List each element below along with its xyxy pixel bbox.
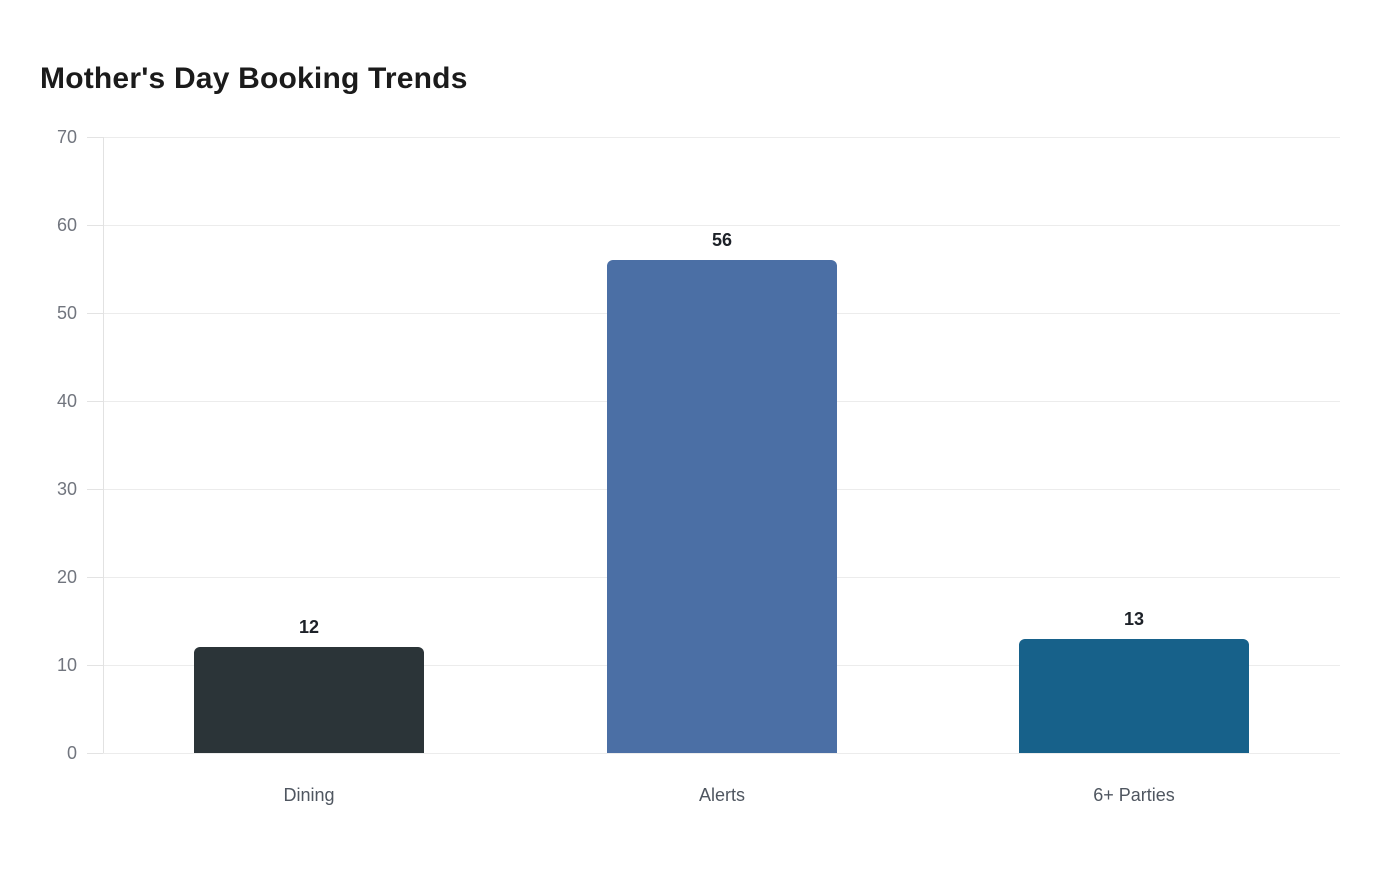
y-axis-tick — [87, 224, 103, 226]
y-axis-tick — [87, 400, 103, 402]
x-axis-label: 6+ Parties — [1093, 785, 1175, 805]
x-axis-label: Dining — [283, 785, 335, 805]
y-axis-label: 10 — [56, 655, 77, 675]
y-axis-tick — [87, 664, 103, 666]
bar-value-label: 56 — [711, 230, 733, 250]
y-axis-label: 30 — [56, 479, 77, 499]
bar-value-label: 12 — [298, 617, 320, 637]
x-axis-label: Alerts — [698, 785, 745, 805]
gridline — [103, 752, 1340, 754]
gridline — [103, 224, 1340, 226]
y-axis-tick — [87, 136, 103, 138]
bar-dining[interactable] — [194, 647, 424, 753]
y-axis-label: 60 — [56, 215, 77, 235]
y-axis-label: 50 — [56, 303, 77, 323]
y-axis-label: 70 — [56, 127, 77, 147]
y-axis-line — [103, 137, 104, 753]
chart-title: Mother's Day Booking Trends — [40, 62, 468, 95]
y-axis-tick — [87, 312, 103, 314]
bar-6-parties[interactable] — [1019, 639, 1249, 753]
bar-value-label: 13 — [1123, 609, 1145, 629]
y-axis-label: 20 — [56, 567, 77, 587]
y-axis-tick — [87, 576, 103, 578]
y-axis-label: 0 — [66, 743, 77, 763]
y-axis-tick — [87, 488, 103, 490]
bar-alerts[interactable] — [607, 260, 837, 753]
y-axis-label: 40 — [56, 391, 77, 411]
gridline — [103, 136, 1340, 138]
y-axis-tick — [87, 752, 103, 754]
